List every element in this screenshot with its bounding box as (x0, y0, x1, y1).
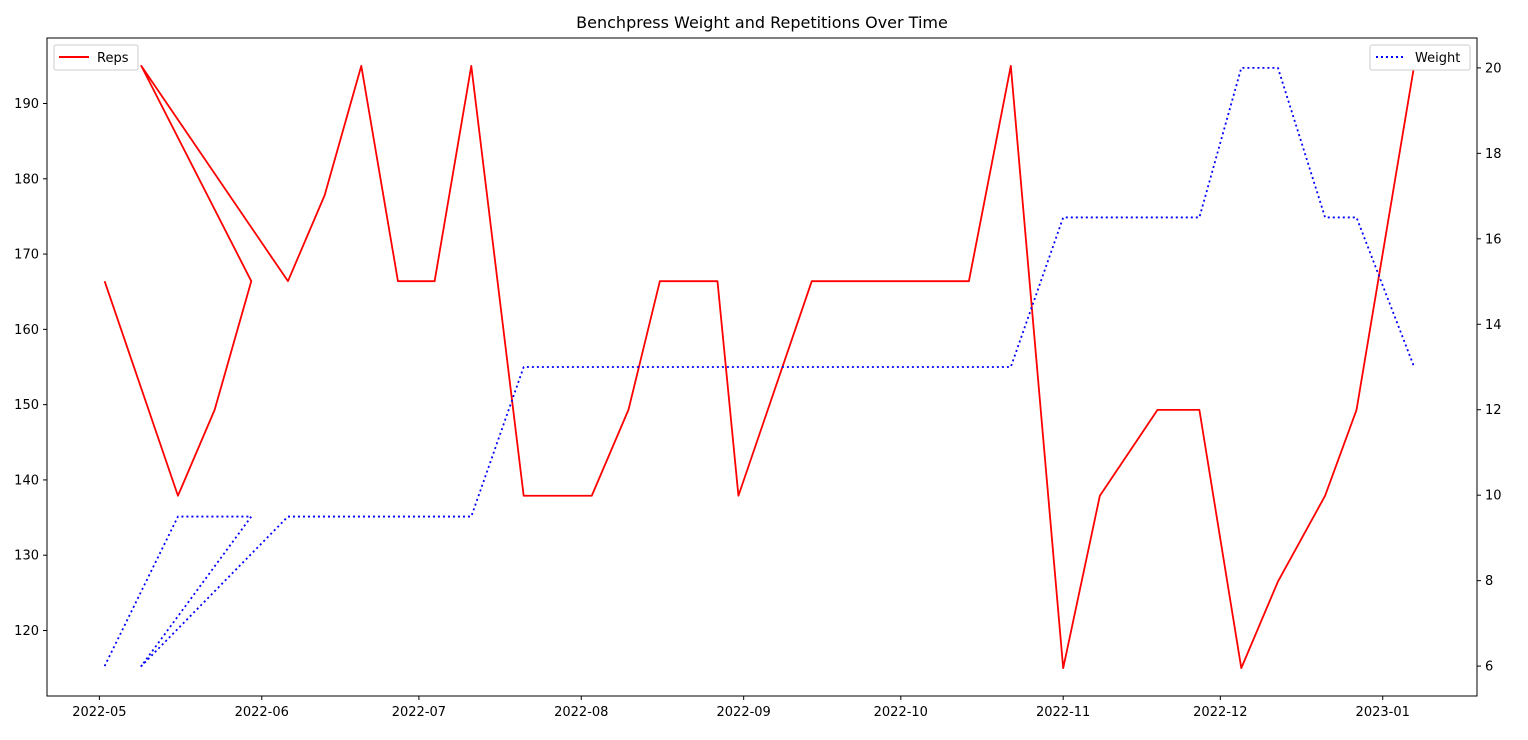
x-tick-label: 2022-07 (392, 705, 446, 720)
x-tick-label: 2022-12 (1193, 705, 1247, 720)
y-right-tick-label: 20 (1485, 61, 1502, 76)
y-right-tick-label: 18 (1485, 147, 1502, 162)
legend-weight-box (1369, 44, 1471, 71)
y-left-tick-label: 120 (14, 624, 39, 639)
y-left-tick-label: 190 (14, 97, 39, 112)
y-left-tick-label: 170 (14, 248, 39, 263)
legend-reps: Reps (53, 44, 139, 71)
y-right-tick-label: 16 (1485, 232, 1502, 247)
series-line-weight (103, 67, 1415, 667)
y-left-tick-label: 130 (14, 549, 39, 564)
y-left-tick-label: 160 (14, 323, 39, 338)
y-left-tick-label: 140 (14, 473, 39, 488)
x-tick-label: 2022-08 (554, 705, 608, 720)
x-tick-label: 2022-09 (717, 705, 771, 720)
axis-layer: 2022-05 2022-06 2022-07 2022-08 2022-09 2022-… (14, 61, 1501, 720)
series-line-reps (103, 64, 1416, 670)
x-tick-label: 2022-10 (874, 705, 928, 720)
y-right-tick-label: 14 (1485, 318, 1502, 333)
series-layer (103, 64, 1416, 670)
x-tick-label: 2023-01 (1356, 705, 1410, 720)
x-tick-label: 2022-11 (1036, 705, 1090, 720)
x-tick-label: 2022-05 (72, 705, 126, 720)
y-right-tick-label: 12 (1485, 403, 1502, 418)
x-tick-label: 2022-06 (235, 705, 289, 720)
legend-reps-box (53, 44, 139, 71)
y-right-tick-label: 6 (1485, 660, 1493, 675)
y-left-tick-label: 180 (14, 172, 39, 187)
y-right-tick-label: 10 (1485, 489, 1502, 504)
y-right-tick-label: 8 (1485, 574, 1493, 589)
chart-title: Benchpress Weight and Repetitions Over T… (576, 13, 948, 32)
legend-reps-label: Reps (97, 51, 129, 66)
legend-weight-label: Weight (1415, 51, 1460, 66)
legend-weight: Weight (1369, 44, 1471, 71)
y-left-tick-label: 150 (14, 398, 39, 413)
